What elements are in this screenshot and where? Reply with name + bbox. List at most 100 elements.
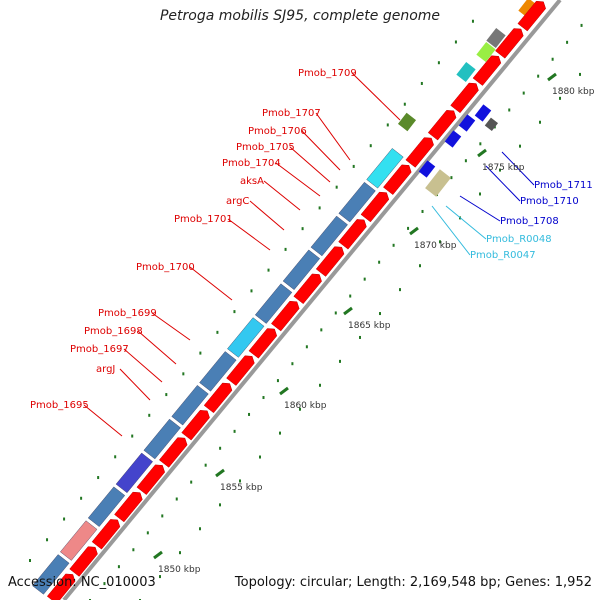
cog-band-block (282, 249, 321, 290)
leader-line (123, 348, 163, 383)
scale-dot (464, 159, 467, 163)
scale-dot (369, 144, 372, 148)
scale-dot (305, 345, 308, 349)
scale-dot (349, 294, 352, 298)
scale-dot (539, 120, 541, 124)
gene-label: Pmob_1707 (262, 108, 321, 119)
cog-bands (32, 0, 538, 595)
scale-label: 1860 kbp (284, 401, 327, 411)
gene-label: Pmob_1699 (98, 308, 157, 319)
scale-dot (479, 142, 482, 146)
leader-line (249, 200, 285, 231)
leader-line (445, 205, 487, 240)
cog-band-block (486, 28, 506, 48)
scale-dot (276, 379, 279, 383)
scale-dot (335, 185, 338, 189)
cds-block (484, 117, 499, 132)
cog-band-block (171, 385, 209, 426)
leader-line (119, 368, 151, 401)
scale-dot (97, 476, 100, 480)
scale-dot (148, 413, 151, 417)
leader-line (275, 162, 321, 197)
label-leaders (83, 72, 535, 437)
cog-band-block (199, 351, 237, 392)
scale-dot (165, 393, 168, 397)
major-tick (547, 72, 557, 82)
cog-band-block (60, 520, 98, 561)
leader-line (501, 151, 535, 186)
cog-band-block (518, 0, 538, 18)
leader-line (301, 130, 341, 171)
gene-label: Pmob_1705 (236, 142, 295, 153)
scale-dot (219, 446, 222, 450)
cds-arrow (158, 437, 188, 468)
cds-arrow (293, 273, 322, 305)
cds-arrow (136, 464, 166, 495)
scale-dot (522, 91, 525, 95)
major-tick (279, 386, 289, 396)
rna-feature (425, 169, 451, 197)
scale-dot (175, 497, 178, 501)
scale-label: 1875 kbp (482, 163, 525, 173)
cds-arrow (46, 573, 76, 600)
gene-label: Pmob_1708 (500, 216, 559, 227)
scale-dot (259, 455, 261, 459)
leader-line (289, 146, 331, 183)
gene-label: Pmob_1697 (70, 344, 129, 355)
scale-dot (479, 192, 481, 196)
cds-arrow (271, 300, 300, 332)
scale-dot (439, 240, 441, 244)
map-title: Petroga mobilis SJ95, complete genome (159, 8, 441, 24)
scale-dot (359, 335, 361, 339)
feature-track (46, 0, 546, 600)
cds-arrow (203, 382, 233, 414)
scale-dot (250, 289, 253, 293)
scale-dot (190, 480, 193, 484)
gene-label: Pmob_1695 (30, 400, 89, 411)
scale-dot (131, 434, 134, 438)
cds-arrow (495, 28, 524, 59)
scale-dot (407, 226, 410, 230)
scale-dot (579, 72, 581, 76)
leader-line (485, 165, 521, 202)
scale-dot (339, 359, 341, 363)
scale-dot (420, 81, 423, 85)
major-tick (153, 550, 163, 560)
scale-dot (299, 407, 301, 411)
cds-arrow (181, 410, 210, 441)
cog-band-block (310, 215, 348, 257)
scale-dot (537, 74, 540, 78)
scale-label: 1855 kbp (220, 483, 263, 493)
scale-dot (559, 96, 561, 100)
scale-dot (399, 288, 401, 292)
cog-band-block (366, 148, 404, 189)
scale-dot (159, 575, 161, 579)
reverse-cds (474, 104, 492, 122)
gene-label: Pmob_1700 (136, 262, 195, 273)
cds-arrow (69, 546, 98, 577)
leader-line (431, 205, 471, 256)
gene-label: aksA (240, 176, 264, 187)
scale-dot (146, 531, 149, 535)
scale-dot (421, 209, 424, 213)
scale-label: 1880 kbp (552, 87, 595, 97)
scale-labels: 1850 kbp 1855 kbp 1860 kbp 1865 kbp 1870 kbp… (153, 72, 595, 575)
cds-arrow (360, 191, 390, 223)
scale-dot (29, 559, 31, 562)
backbone-line (62, 0, 562, 600)
cds-arrow (405, 137, 434, 168)
scale-dot (279, 431, 281, 435)
scale-dot (262, 396, 265, 400)
leader-line (315, 112, 351, 161)
scale-label: 1865 kbp (348, 321, 391, 331)
leader-line (151, 312, 191, 341)
cog-band-block (254, 283, 293, 324)
scale-dot (199, 351, 202, 355)
cds-arrow (226, 355, 255, 386)
scale-dot (403, 102, 406, 106)
scale-dot (519, 144, 521, 148)
scale-dot (471, 19, 474, 23)
cog-band-block (32, 554, 70, 595)
scale-label: 1850 kbp (158, 565, 201, 575)
